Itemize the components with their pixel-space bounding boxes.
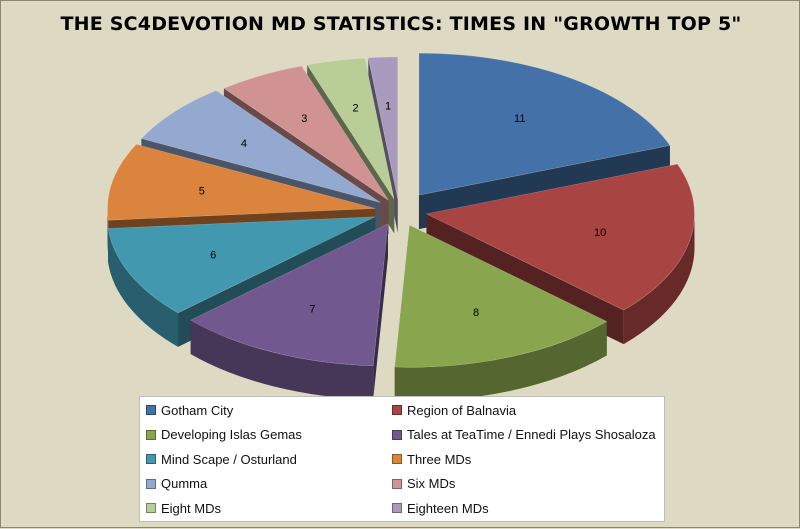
slice-data-label-8: 2 [352, 103, 358, 115]
legend-label: Six MDs [407, 476, 456, 492]
slice-data-label-4: 6 [210, 249, 216, 261]
legend-swatch [146, 454, 156, 465]
slice-data-label-7: 3 [301, 113, 307, 125]
legend-swatch [392, 454, 402, 465]
slice-data-label-1: 10 [594, 227, 606, 239]
legend-label: Region of Balnavia [407, 402, 517, 418]
slice-data-label-9: 1 [385, 100, 391, 112]
legend: Gotham City Region of Balnavia Developing … [139, 396, 665, 522]
legend-swatch [392, 429, 402, 440]
pie-slice-2 [394, 224, 608, 402]
legend-entry-8: Eight MDs [146, 498, 221, 518]
legend-entry-2: Developing Islas Gemas [146, 425, 302, 445]
legend-entry-5: Three MDs [392, 449, 471, 469]
legend-entry-3: Tales at TeaTime / Ennedi Plays Shosaloz… [392, 425, 656, 445]
chart-title: THE SC4DEVOTION MD STATISTICS: TIMES IN … [60, 13, 742, 35]
legend-swatch [146, 478, 156, 489]
legend-label: Mind Scape / Osturland [161, 451, 297, 467]
legend-entry-0: Gotham City [146, 400, 233, 420]
legend-swatch [392, 503, 402, 514]
legend-label: Gotham City [161, 402, 234, 418]
legend-label: Tales at TeaTime / Ennedi Plays Shosaloz… [407, 427, 656, 443]
legend-label: Eighteen MDs [407, 500, 489, 516]
slice-data-label-3: 7 [309, 304, 315, 316]
legend-swatch [146, 503, 156, 514]
legend-entry-7: Six MDs [392, 474, 455, 494]
legend-swatch [392, 405, 402, 415]
legend-label: Eight MDs [161, 500, 221, 516]
legend-label: Qumma [161, 476, 208, 492]
legend-swatch [146, 429, 156, 440]
slice-data-label-5: 5 [199, 186, 205, 198]
legend-swatch [392, 478, 402, 489]
pie-slice-3 [190, 223, 389, 400]
legend-entry-4: Mind Scape / Osturland [146, 449, 297, 469]
legend-swatch [146, 405, 156, 415]
legend-entry-9: Eighteen MDs [392, 498, 489, 518]
legend-entry-1: Region of Balnavia [392, 400, 516, 420]
slice-data-label-0: 11 [514, 113, 525, 125]
legend-entry-6: Qumma [146, 474, 207, 494]
legend-label: Developing Islas Gemas [161, 427, 302, 443]
slice-data-label-6: 4 [241, 138, 247, 150]
legend-label: Three MDs [407, 451, 472, 467]
slice-data-label-2: 8 [473, 307, 479, 319]
